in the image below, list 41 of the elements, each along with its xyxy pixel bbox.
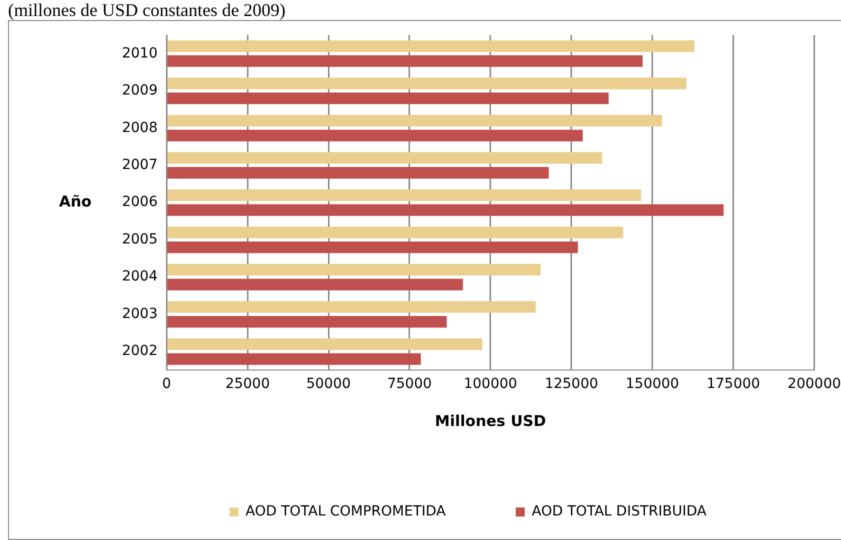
- x-tick-label: 75000: [387, 376, 432, 392]
- x-tick-label: 50000: [306, 376, 351, 392]
- x-tick-label: 25000: [225, 376, 270, 392]
- bar: [167, 78, 686, 90]
- y-tick-label: 2010: [122, 45, 158, 62]
- x-tick-label: 0: [162, 376, 172, 392]
- bar: [167, 353, 421, 365]
- x-tick-label: 200000: [788, 376, 841, 392]
- y-tick-label: 2008: [122, 120, 158, 136]
- bar: [167, 278, 463, 290]
- y-tick-label: 2009: [122, 82, 158, 99]
- bar: [167, 152, 602, 164]
- y-tick-label: 2003: [122, 306, 158, 322]
- x-tick-label: 100000: [464, 376, 518, 392]
- y-tick-label: 2006: [122, 194, 158, 210]
- y-tick-label: 2002: [122, 343, 158, 360]
- bar: [167, 316, 447, 328]
- x-tick-label: 125000: [544, 376, 598, 392]
- bar: [167, 166, 549, 179]
- y-tick-label: 2007: [122, 156, 158, 173]
- bar: [167, 189, 642, 201]
- bar: [167, 114, 662, 126]
- bar: [167, 241, 578, 254]
- x-tick-label: 150000: [626, 376, 680, 392]
- chart-title: (millones de USD constantes de 2009): [7, 0, 286, 20]
- bar: [167, 338, 482, 350]
- bar: [167, 55, 643, 67]
- y-tick-label: 2005: [122, 231, 158, 248]
- x-tick-label: 175000: [706, 376, 760, 392]
- bar: [167, 301, 536, 313]
- y-axis-title: Año: [59, 192, 92, 210]
- legend-label: AOD TOTAL DISTRIBUIDA: [532, 504, 707, 520]
- bar: [167, 92, 609, 104]
- legend-label: AOD TOTAL COMPROMETIDA: [246, 504, 446, 520]
- bar: [167, 204, 724, 216]
- bar: [167, 130, 583, 142]
- bar: [167, 226, 624, 238]
- bar: [167, 40, 694, 52]
- bar: [167, 264, 541, 276]
- y-tick-label: 2004: [122, 268, 158, 285]
- x-axis-title: Millones USD: [434, 412, 546, 430]
